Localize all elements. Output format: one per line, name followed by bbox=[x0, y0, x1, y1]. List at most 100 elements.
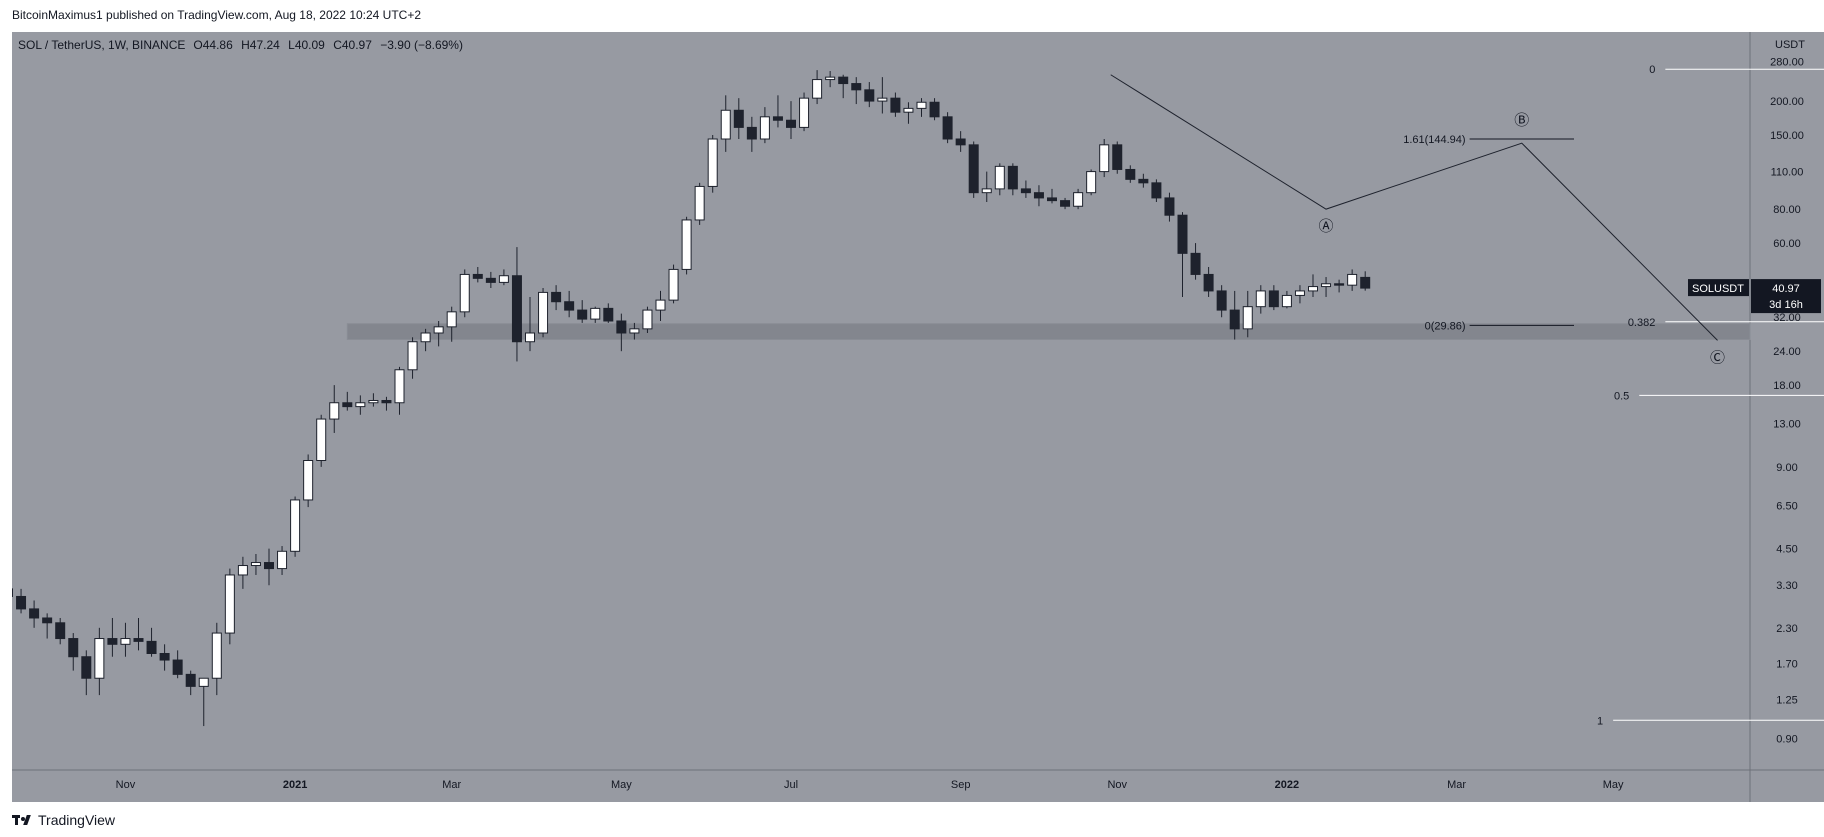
candle[interactable] bbox=[381, 396, 392, 411]
candle[interactable] bbox=[237, 556, 248, 589]
candle[interactable] bbox=[877, 77, 888, 114]
candle[interactable] bbox=[707, 135, 718, 193]
candlestick-chart[interactable]: 0 0.382 0.5 1 1.61(144.94) 0(29.86) Ⓐ Ⓑ Ⓒ 280.0… bbox=[12, 32, 1824, 802]
candle[interactable] bbox=[1203, 266, 1214, 297]
candle[interactable] bbox=[1164, 192, 1175, 222]
candle[interactable] bbox=[1112, 141, 1123, 174]
candle[interactable] bbox=[55, 617, 66, 645]
candle[interactable] bbox=[929, 98, 940, 121]
candle[interactable] bbox=[224, 568, 235, 645]
candle[interactable] bbox=[485, 271, 496, 289]
candle[interactable] bbox=[916, 98, 927, 117]
candle[interactable] bbox=[446, 306, 457, 342]
tradingview-brand[interactable]: TradingView bbox=[12, 812, 115, 828]
candle[interactable] bbox=[1347, 269, 1358, 291]
candle[interactable] bbox=[172, 650, 183, 679]
candle[interactable] bbox=[812, 70, 823, 105]
candle[interactable] bbox=[1281, 290, 1292, 309]
candle[interactable] bbox=[1047, 188, 1057, 204]
candle[interactable] bbox=[629, 322, 640, 340]
candle[interactable] bbox=[955, 131, 966, 152]
candle[interactable] bbox=[1360, 271, 1371, 291]
candle[interactable] bbox=[355, 395, 366, 415]
candle[interactable] bbox=[968, 141, 979, 198]
candle[interactable] bbox=[681, 216, 692, 275]
candle[interactable] bbox=[264, 548, 274, 586]
candle[interactable] bbox=[1151, 179, 1162, 203]
candle[interactable] bbox=[290, 496, 301, 557]
candle[interactable] bbox=[838, 74, 849, 99]
candle[interactable] bbox=[1308, 274, 1318, 297]
candle[interactable] bbox=[772, 95, 783, 128]
candle[interactable] bbox=[564, 290, 575, 318]
candle[interactable] bbox=[1007, 163, 1018, 196]
candle[interactable] bbox=[825, 71, 836, 88]
candle[interactable] bbox=[1060, 197, 1071, 210]
candle[interactable] bbox=[316, 414, 327, 467]
candle[interactable] bbox=[1190, 243, 1201, 280]
candle[interactable] bbox=[851, 77, 862, 105]
candle[interactable] bbox=[1099, 139, 1110, 178]
candle[interactable] bbox=[185, 670, 196, 696]
candle[interactable] bbox=[1086, 169, 1097, 196]
candle[interactable] bbox=[68, 633, 79, 671]
candle[interactable] bbox=[107, 617, 118, 657]
candle[interactable] bbox=[198, 677, 209, 727]
candle[interactable] bbox=[642, 306, 653, 333]
candle[interactable] bbox=[799, 92, 810, 132]
candle[interactable] bbox=[433, 320, 444, 347]
candle[interactable] bbox=[81, 650, 92, 696]
candle[interactable] bbox=[590, 306, 601, 323]
candle[interactable] bbox=[1268, 285, 1279, 311]
candle[interactable] bbox=[668, 264, 679, 304]
candle[interactable] bbox=[603, 303, 614, 323]
candle[interactable] bbox=[864, 82, 875, 108]
candle[interactable] bbox=[733, 98, 744, 140]
candle[interactable] bbox=[12, 578, 13, 600]
candle[interactable] bbox=[511, 247, 522, 362]
candle[interactable] bbox=[746, 116, 757, 152]
candle[interactable] bbox=[133, 617, 144, 651]
candle[interactable] bbox=[1334, 279, 1345, 293]
candle[interactable] bbox=[1020, 180, 1031, 198]
candle[interactable] bbox=[277, 546, 288, 575]
candle[interactable] bbox=[942, 112, 953, 144]
candle[interactable] bbox=[1125, 165, 1136, 183]
candle[interactable] bbox=[1216, 285, 1227, 318]
candle[interactable] bbox=[1033, 185, 1044, 207]
candle[interactable] bbox=[577, 300, 588, 323]
candle[interactable] bbox=[394, 366, 405, 415]
candle[interactable] bbox=[551, 285, 562, 311]
candle[interactable] bbox=[1255, 285, 1266, 314]
candle[interactable] bbox=[420, 328, 431, 352]
abc-wave-path[interactable] bbox=[1110, 74, 1718, 341]
candle[interactable] bbox=[42, 613, 53, 639]
candle[interactable] bbox=[694, 182, 705, 225]
candle[interactable] bbox=[120, 622, 131, 657]
candle[interactable] bbox=[1294, 285, 1305, 304]
chart-area[interactable]: 0 0.382 0.5 1 1.61(144.94) 0(29.86) Ⓐ Ⓑ Ⓒ 280.0… bbox=[12, 32, 1824, 802]
candle[interactable] bbox=[16, 588, 27, 614]
candle[interactable] bbox=[472, 266, 483, 283]
candle[interactable] bbox=[994, 163, 1005, 196]
candle[interactable] bbox=[655, 290, 666, 321]
candle[interactable] bbox=[29, 600, 40, 628]
candle[interactable] bbox=[342, 391, 353, 411]
candle[interactable] bbox=[1073, 188, 1084, 210]
candle[interactable] bbox=[250, 554, 261, 575]
candle[interactable] bbox=[211, 622, 222, 696]
candle[interactable] bbox=[1242, 290, 1253, 338]
candle[interactable] bbox=[890, 92, 901, 117]
candle[interactable] bbox=[94, 627, 105, 696]
candle[interactable] bbox=[303, 454, 314, 508]
candle[interactable] bbox=[368, 393, 379, 407]
candle[interactable] bbox=[146, 627, 157, 657]
candle[interactable] bbox=[498, 269, 509, 286]
candle[interactable] bbox=[759, 107, 770, 144]
candle[interactable] bbox=[786, 101, 796, 140]
candle[interactable] bbox=[1177, 212, 1188, 297]
candle[interactable] bbox=[903, 102, 914, 124]
candle[interactable] bbox=[329, 385, 340, 433]
candle[interactable] bbox=[407, 337, 418, 379]
candle[interactable] bbox=[538, 288, 549, 338]
